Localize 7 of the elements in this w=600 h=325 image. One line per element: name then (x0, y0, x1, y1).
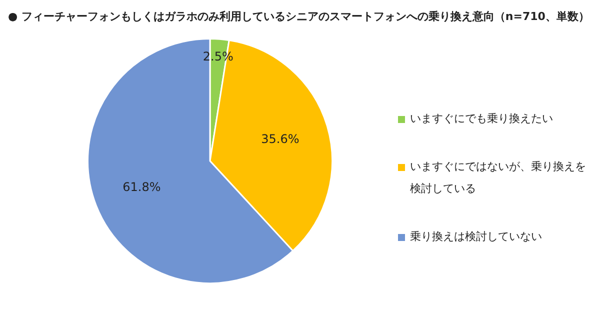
data-label: 35.6% (261, 132, 300, 146)
data-label: 2.5% (202, 50, 234, 64)
legend-label: いますぐにではないが、乗り換えを検討している (410, 159, 587, 197)
legend-label: 乗り換えは検討していない (410, 229, 542, 245)
legend-label: いますぐにでも乗り換えたい (410, 111, 553, 127)
data-label: 61.8% (122, 180, 161, 194)
chart-title: ● フィーチャーフォンもしくはガラホのみ利用しているシニアのスマートフォンへの乗り換え意向（n=710、単数） (8, 9, 590, 24)
